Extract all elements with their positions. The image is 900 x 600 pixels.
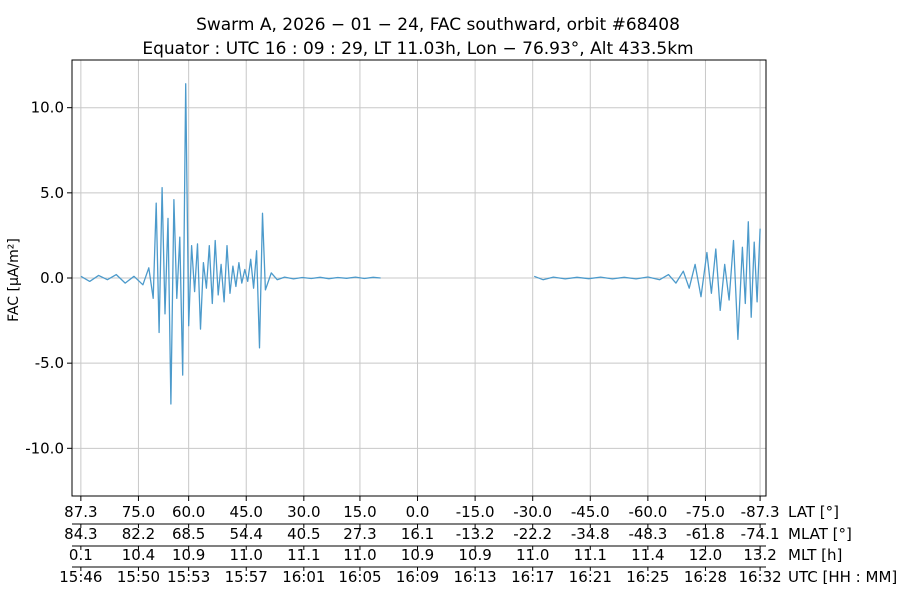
x-tick-label: 10.9 xyxy=(401,546,434,564)
x-tick-label: -60.0 xyxy=(628,503,667,521)
x-tick-label: 0.0 xyxy=(406,503,430,521)
x-axis-row-name: LAT [°] xyxy=(788,503,839,521)
x-tick-label: 11.1 xyxy=(287,546,320,564)
x-axis-row-name: UTC [HH : MM] xyxy=(788,568,897,586)
x-tick-label: 16:28 xyxy=(684,568,727,586)
x-tick-label: 16:01 xyxy=(282,568,325,586)
x-tick-label: 40.5 xyxy=(287,525,320,543)
y-tick-label: 10.0 xyxy=(31,99,64,117)
x-tick-label: 15:57 xyxy=(225,568,268,586)
x-tick-label: 68.5 xyxy=(172,525,205,543)
x-tick-label: 11.0 xyxy=(230,546,263,564)
y-tick-label: 5.0 xyxy=(40,184,64,202)
x-tick-label: 15:46 xyxy=(59,568,102,586)
x-tick-label: 16:09 xyxy=(396,568,439,586)
x-tick-label: 0.1 xyxy=(69,546,93,564)
x-tick-label: 54.4 xyxy=(230,525,263,543)
x-tick-label: 82.2 xyxy=(122,525,155,543)
fac-series-line xyxy=(80,83,381,405)
x-tick-label: 15.0 xyxy=(343,503,376,521)
y-tick-label: -10.0 xyxy=(25,439,64,457)
x-tick-label: 12.0 xyxy=(689,546,722,564)
x-tick-label: 60.0 xyxy=(172,503,205,521)
grid-lines xyxy=(72,60,766,496)
x-tick-label: 16:21 xyxy=(569,568,612,586)
x-tick-label: -74.1 xyxy=(741,525,780,543)
x-tick-label: 10.4 xyxy=(122,546,155,564)
x-tick-label: -75.0 xyxy=(686,503,725,521)
y-axis: 10.0 5.0 0.0 -5.0 -10.0 xyxy=(25,99,72,457)
x-tick-label: -34.8 xyxy=(571,525,610,543)
x-tick-label: -13.2 xyxy=(456,525,495,543)
x-tick-label: 16:05 xyxy=(338,568,381,586)
x-tick-label: -48.3 xyxy=(628,525,667,543)
x-tick-label: 84.3 xyxy=(64,525,97,543)
x-tick-label: 16:25 xyxy=(626,568,669,586)
y-tick-label: 0.0 xyxy=(40,269,64,287)
x-tick-label: 10.9 xyxy=(172,546,205,564)
x-tick-label: 30.0 xyxy=(287,503,320,521)
x-tick-label: 16:17 xyxy=(511,568,554,586)
x-tick-label: -30.0 xyxy=(513,503,552,521)
x-tick-label: -15.0 xyxy=(456,503,495,521)
x-tick-label: 16:32 xyxy=(738,568,781,586)
y-axis-label: FAC [μA/m²] xyxy=(6,238,22,322)
x-tick-label: -87.3 xyxy=(741,503,780,521)
x-axis-rows: 87.3 75.0 60.0 45.0 30.0 15.0 0.0 -15.0 -30.0 -45… xyxy=(59,496,897,586)
x-tick-label: 13.2 xyxy=(743,546,776,564)
x-tick-label: 11.1 xyxy=(574,546,607,564)
fac-series-line xyxy=(533,221,761,340)
x-axis-row-name: MLT [h] xyxy=(788,546,842,564)
chart-title-line2: Equator : UTC 16 : 09 : 29, LT 11.03h, L… xyxy=(142,39,693,59)
x-tick-label: -22.2 xyxy=(513,525,552,543)
x-tick-label: 11.0 xyxy=(343,546,376,564)
series-group xyxy=(80,83,761,405)
x-tick-label: 45.0 xyxy=(230,503,263,521)
x-tick-label: -45.0 xyxy=(571,503,610,521)
x-axis-row-name: MLAT [°] xyxy=(788,525,852,543)
chart-title-line1: Swarm A, 2026 − 01 − 24, FAC southward, … xyxy=(196,15,680,35)
y-tick-label: -5.0 xyxy=(35,354,64,372)
x-tick-label: 75.0 xyxy=(122,503,155,521)
x-tick-label: 11.0 xyxy=(516,546,549,564)
x-tick-label: 11.4 xyxy=(631,546,664,564)
x-tick-label: 87.3 xyxy=(64,503,97,521)
x-tick-label: 27.3 xyxy=(343,525,376,543)
x-tick-label: 15:53 xyxy=(167,568,210,586)
x-tick-label: 16.1 xyxy=(401,525,434,543)
x-tick-label: 16:13 xyxy=(453,568,496,586)
x-tick-label: -61.8 xyxy=(686,525,725,543)
x-tick-label: 10.9 xyxy=(458,546,491,564)
x-tick-label: 15:50 xyxy=(117,568,160,586)
